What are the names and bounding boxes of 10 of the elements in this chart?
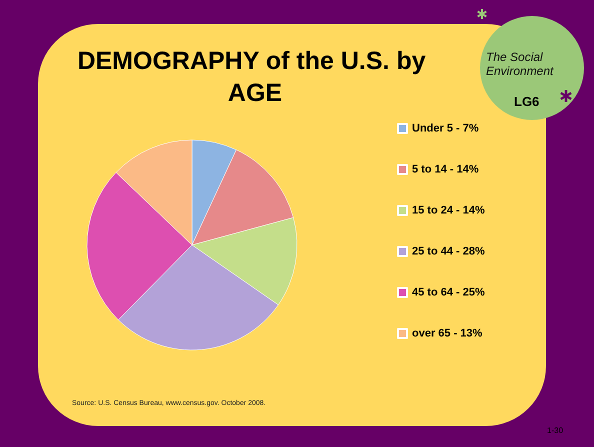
legend-label: 5 to 14 - 14% — [412, 164, 479, 176]
legend-label: 15 to 24 - 14% — [412, 204, 485, 216]
text: The Social Environment — [486, 50, 555, 78]
text: LG6 — [514, 94, 540, 109]
chart-title: DEMOGRAPHY of the U.S. by AGE — [77, 47, 433, 107]
legend-label: 25 to 44 - 28% — [412, 246, 485, 258]
legend-label: 45 to 64 - 25% — [412, 286, 485, 298]
text: 1-30 — [547, 426, 564, 435]
legend-label: over 65 - 13% — [412, 328, 483, 340]
legend-label: Under 5 - 7% — [412, 122, 479, 134]
